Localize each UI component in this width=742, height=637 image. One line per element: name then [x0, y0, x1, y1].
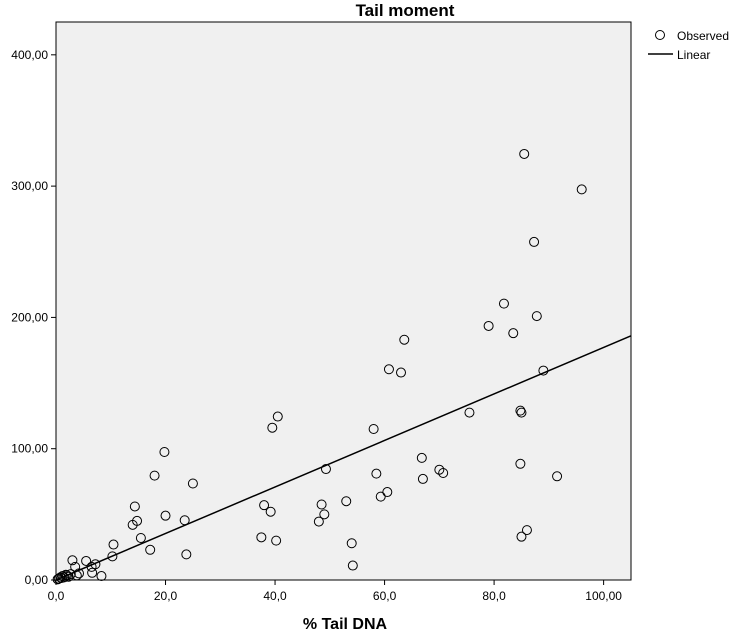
observed-point [90, 559, 101, 570]
observed-point [132, 515, 143, 526]
legend-linear-label: Linear [677, 48, 710, 62]
observed-point [552, 471, 563, 482]
observed-point [319, 509, 330, 520]
observed-point [259, 500, 270, 511]
x-tick-label: 0,0 [48, 589, 65, 603]
x-tick-label: 60,0 [373, 589, 397, 603]
y-tick-label: 200,00 [11, 310, 48, 324]
observed-point [272, 411, 283, 422]
observed-point [265, 506, 276, 517]
observed-point [438, 467, 449, 478]
observed-point [396, 367, 406, 378]
observed-point [149, 470, 160, 481]
observed-point [59, 572, 70, 583]
legend: Observed Linear [648, 29, 729, 62]
observed-point [65, 569, 76, 580]
x-axis-label: % Tail DNA [303, 616, 388, 633]
observed-point [96, 571, 107, 582]
legend-observed-label: Observed [677, 29, 729, 43]
observed-point [60, 569, 71, 580]
observed-point [516, 531, 527, 542]
observed-point [347, 560, 358, 571]
observed-point [416, 452, 427, 463]
observed-point [71, 570, 82, 581]
observed-point [399, 334, 410, 345]
observed-point [187, 478, 198, 489]
observed-point [313, 516, 324, 527]
observed-point [55, 572, 66, 583]
observed-point [375, 491, 386, 502]
x-tick-label: 80,0 [482, 589, 506, 603]
observed-point [159, 446, 170, 457]
observed-point [382, 487, 393, 498]
observed-point [107, 551, 118, 562]
observed-point [179, 515, 190, 526]
observed-point [63, 571, 74, 582]
legend-observed-marker [655, 30, 665, 40]
observed-point [81, 555, 92, 566]
observed-points-layer [52, 148, 587, 585]
observed-point [368, 424, 379, 435]
observed-point [267, 422, 278, 433]
observed-point [529, 236, 540, 247]
observed-point [160, 510, 171, 521]
observed-point [181, 549, 192, 560]
y-tick-label: 100,00 [11, 442, 48, 456]
y-axis: 0,00 100,00 200,00 300,00 400,00 [11, 48, 56, 587]
observed-point [576, 184, 587, 195]
observed-point [531, 311, 542, 322]
observed-point [515, 458, 526, 469]
observed-point [135, 532, 146, 543]
observed-point [521, 525, 532, 536]
x-axis: 0,0 20,0 40,0 60,0 80,0 100,00 [48, 580, 622, 603]
observed-point [129, 501, 140, 512]
observed-point [87, 567, 98, 578]
x-tick-label: 20,0 [154, 589, 178, 603]
observed-point [271, 535, 282, 546]
observed-point [516, 407, 527, 418]
observed-point [483, 320, 494, 331]
observed-point [74, 568, 84, 579]
plot-area [55, 21, 632, 581]
observed-point [371, 468, 382, 479]
observed-point [346, 538, 357, 549]
observed-point [538, 365, 549, 376]
observed-point [108, 539, 119, 550]
observed-point [498, 298, 509, 309]
observed-point [316, 499, 327, 510]
observed-point [434, 464, 445, 475]
observed-point [519, 148, 530, 159]
chart-title: Tail moment [356, 1, 455, 20]
observed-point [256, 532, 267, 543]
observed-point [508, 328, 519, 339]
observed-point [383, 364, 394, 375]
y-tick-label: 400,00 [11, 48, 48, 62]
linear-fit-layer [55, 335, 632, 581]
observed-point [417, 473, 428, 484]
observed-point [67, 555, 78, 566]
observed-point [515, 405, 526, 416]
x-tick-label: 40,0 [263, 589, 287, 603]
observed-point [145, 544, 156, 555]
observed-point [320, 464, 331, 475]
y-tick-label: 0,00 [25, 573, 49, 587]
y-tick-label: 300,00 [11, 179, 48, 193]
x-tick-label: 100,00 [585, 589, 622, 603]
observed-point [341, 496, 352, 507]
linear-fit-line [55, 335, 632, 581]
observed-point [464, 407, 475, 418]
